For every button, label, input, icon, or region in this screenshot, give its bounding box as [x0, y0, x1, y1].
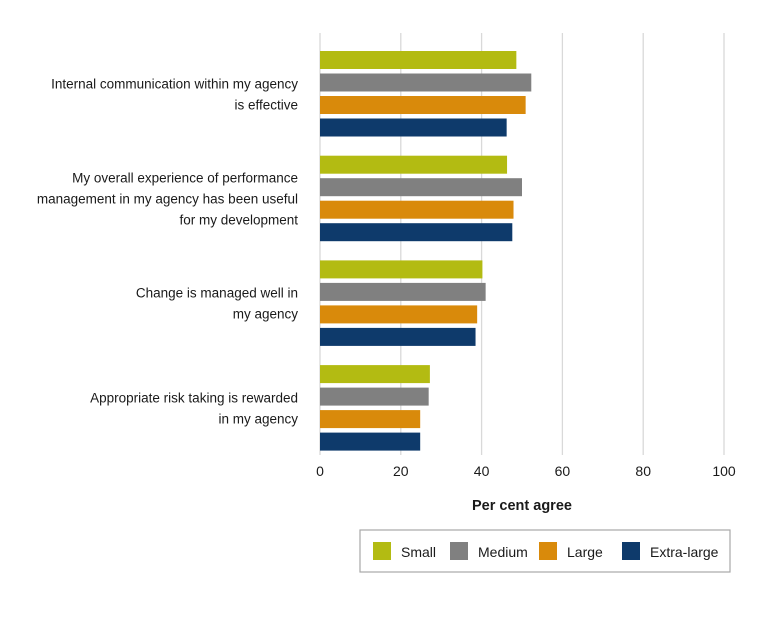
legend-swatch-medium — [450, 542, 468, 560]
legend-label-large: Large — [567, 544, 603, 560]
bar-large — [320, 200, 514, 219]
x-tick-label: 100 — [712, 463, 736, 479]
x-tick-label: 0 — [316, 463, 324, 479]
bar-extra-large — [320, 327, 476, 346]
category-label: Internal communication within my agency i… — [51, 76, 298, 112]
x-axis-title: Per cent agree — [472, 498, 572, 514]
legend-swatch-extra-large — [622, 542, 640, 560]
category-label-line: my agency — [233, 307, 299, 322]
category-label-line: Appropriate risk taking is rewarded — [90, 390, 298, 405]
bar-large — [320, 96, 526, 114]
category-label: Appropriate risk taking is rewarded in my… — [90, 390, 298, 426]
category-label-line: Internal communication within my agency — [51, 76, 298, 91]
legend-swatch-large — [539, 542, 557, 560]
bars — [320, 51, 532, 451]
bar-extra-large — [320, 118, 507, 137]
bar-small — [320, 51, 517, 69]
bar-large — [320, 305, 478, 324]
bar-extra-large — [320, 223, 513, 242]
category-label: My overall experience of performance mana… — [37, 170, 298, 227]
bar-small — [320, 260, 483, 279]
legend-frame — [359, 529, 731, 573]
bar-extra-large — [320, 432, 421, 451]
x-tick-label: 20 — [393, 463, 409, 479]
bar-medium — [320, 178, 522, 197]
x-tick-label: 40 — [474, 463, 490, 479]
legend-label-small: Small — [401, 544, 436, 560]
category-labels: Internal communication within my agency i… — [37, 76, 298, 426]
bar-medium — [320, 73, 532, 92]
category-label-line: in my agency — [218, 411, 298, 426]
bar-medium — [320, 282, 486, 301]
legend-swatch-small — [373, 542, 391, 560]
bar-small — [320, 365, 430, 384]
category-label-line: is effective — [234, 97, 298, 112]
x-tick-label: 80 — [635, 463, 651, 479]
category-label-line: management in my agency has been useful — [37, 191, 298, 206]
legend-label-medium: Medium — [478, 544, 528, 560]
x-tick-label: 60 — [555, 463, 571, 479]
legend: Small Medium Large Extra-large — [359, 529, 731, 573]
bar-small — [320, 155, 508, 174]
bar-medium — [320, 387, 429, 406]
category-label-line: for my development — [179, 212, 298, 227]
category-label: Change is managed well in my agency — [136, 286, 298, 322]
legend-label-extra-large: Extra-large — [650, 544, 719, 560]
category-label-line: Change is managed well in — [136, 286, 298, 301]
bar-large — [320, 410, 421, 429]
x-tick-labels: 0 20 40 60 80 100 — [316, 463, 736, 479]
category-label-line: My overall experience of performance — [72, 170, 298, 185]
